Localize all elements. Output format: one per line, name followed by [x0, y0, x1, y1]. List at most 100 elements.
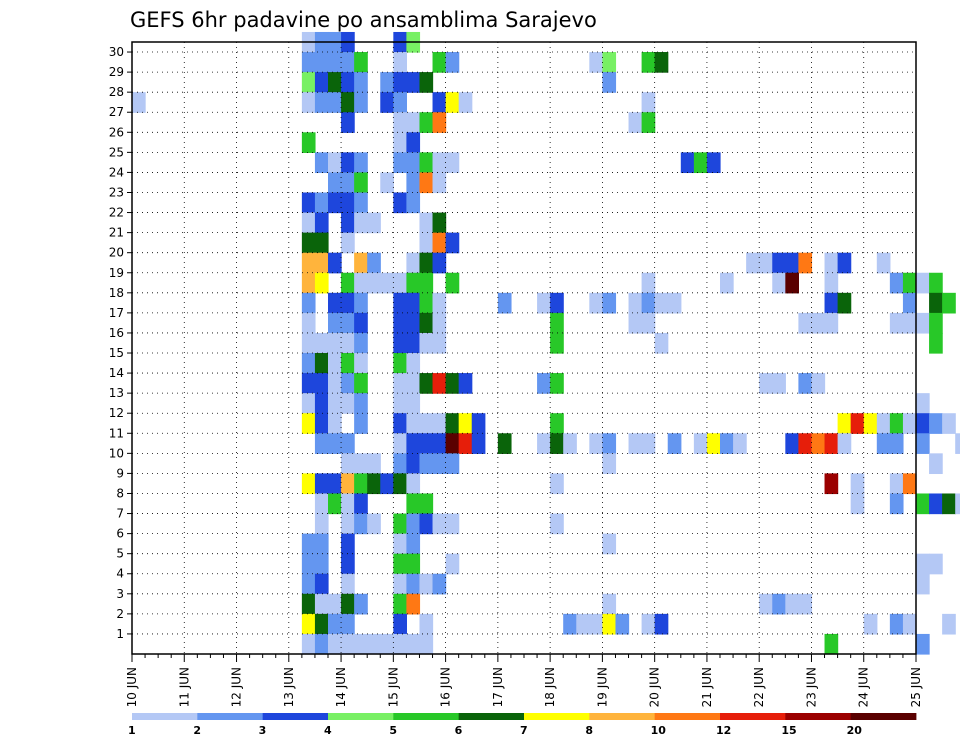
heatmap-cell: [602, 593, 617, 615]
heatmap-cell: [419, 152, 434, 174]
legend-swatch: [524, 713, 590, 720]
heatmap-cell: [393, 152, 407, 174]
heatmap-cell: [419, 513, 434, 535]
heatmap-cell: [563, 433, 577, 454]
heatmap-cell: [301, 232, 316, 254]
heatmap-cell: [772, 252, 786, 274]
heatmap-cell: [341, 312, 355, 334]
heatmap-cell: [380, 92, 394, 113]
heatmap-cell: [314, 493, 329, 515]
heatmap-cell: [654, 332, 669, 354]
heatmap-cell: [406, 633, 421, 655]
heatmap-cell: [550, 413, 564, 434]
heatmap-cell: [929, 553, 943, 575]
heatmap-cell: [393, 513, 407, 535]
heatmap-cell: [419, 633, 434, 655]
legend-label: 6: [455, 724, 463, 737]
heatmap-cell: [471, 433, 486, 454]
heatmap-cell: [328, 332, 342, 354]
heatmap-cell: [850, 473, 865, 495]
heatmap-cell: [955, 493, 960, 515]
heatmap-cell: [328, 52, 342, 73]
heatmap-cell: [406, 172, 421, 194]
heatmap-cell: [602, 52, 617, 73]
heatmap-cell: [680, 152, 695, 174]
heatmap-cell: [341, 573, 355, 595]
heatmap-cell: [432, 373, 447, 394]
y-tick-label: 12: [109, 406, 124, 420]
heatmap-cell: [393, 332, 407, 354]
legend-label: 10: [651, 724, 667, 737]
heatmap-cell: [445, 553, 460, 575]
heatmap-cell: [497, 433, 512, 454]
heatmap-cell: [432, 332, 447, 354]
heatmap-cell: [432, 453, 447, 475]
heatmap-cell: [641, 292, 656, 314]
legend-swatch: [262, 713, 329, 720]
heatmap-cell: [314, 473, 329, 495]
heatmap-cell: [328, 493, 342, 515]
heatmap-cell: [301, 212, 316, 234]
heatmap-cell: [863, 613, 878, 635]
heatmap-cell: [314, 52, 329, 73]
heatmap-cell: [314, 332, 329, 354]
heatmap-cell: [889, 272, 904, 294]
heatmap-cell: [341, 373, 355, 394]
heatmap-cell: [929, 493, 943, 515]
legend-swatch: [458, 713, 525, 720]
legend-swatch: [393, 713, 460, 720]
heatmap-cell: [301, 553, 316, 575]
heatmap-cell: [432, 312, 447, 334]
heatmap-cell: [602, 453, 617, 475]
heatmap-cell: [393, 132, 407, 153]
heatmap-cell: [328, 433, 342, 454]
y-tick-label: 29: [109, 65, 124, 79]
y-tick-label: 25: [109, 145, 124, 159]
heatmap-cell: [314, 152, 329, 174]
heatmap-cell: [785, 593, 799, 615]
heatmap-cell: [876, 252, 891, 274]
legend-swatch: [850, 713, 917, 720]
heatmap-cell: [314, 553, 329, 575]
heatmap-cell: [406, 533, 421, 555]
y-tick-label: 24: [109, 165, 124, 179]
heatmap-cell: [902, 413, 917, 434]
heatmap-cell: [341, 473, 355, 495]
legend-label: 15: [781, 724, 796, 737]
heatmap-cell: [628, 112, 643, 133]
heatmap-cell: [602, 613, 617, 635]
y-tick-label: 10: [109, 446, 124, 460]
x-axis: 10 JUN 11 JUN 12 JUN 13 JUN 14 JUN 15 JUN 16 J…: [125, 654, 923, 707]
heatmap-cell: [406, 252, 421, 274]
heatmap-cell: [132, 92, 146, 113]
heatmap-cell: [432, 573, 447, 595]
heatmap-cell: [419, 373, 434, 394]
heatmap-cell: [354, 633, 368, 655]
heatmap-cell: [354, 72, 368, 93]
heatmap-cell: [628, 292, 643, 314]
heatmap-cell: [354, 312, 368, 334]
x-tick-label: 20 JUN: [648, 667, 662, 707]
heatmap-cell: [328, 192, 342, 214]
heatmap-cell: [393, 92, 407, 113]
heatmap-cell: [706, 152, 721, 174]
legend-swatch: [720, 713, 786, 720]
heatmap-cell: [328, 613, 342, 635]
heatmap-cell: [942, 413, 956, 434]
heatmap-cell: [445, 152, 460, 174]
heatmap-cell: [432, 212, 447, 234]
legend-swatch: [589, 713, 656, 720]
heatmap-cell: [759, 373, 773, 394]
y-tick-label: 20: [109, 246, 124, 260]
heatmap-cell: [393, 72, 407, 93]
heatmap-cell: [354, 373, 368, 394]
heatmap-cell: [301, 132, 316, 153]
legend-label: 5: [389, 724, 397, 737]
heatmap-cell: [341, 52, 355, 73]
heatmap-cell: [602, 433, 617, 454]
heatmap-cell: [824, 252, 839, 274]
heatmap-cell: [314, 533, 329, 555]
y-tick-label: 16: [109, 326, 124, 340]
heatmap-cell: [889, 413, 904, 434]
heatmap-cell: [341, 72, 355, 93]
